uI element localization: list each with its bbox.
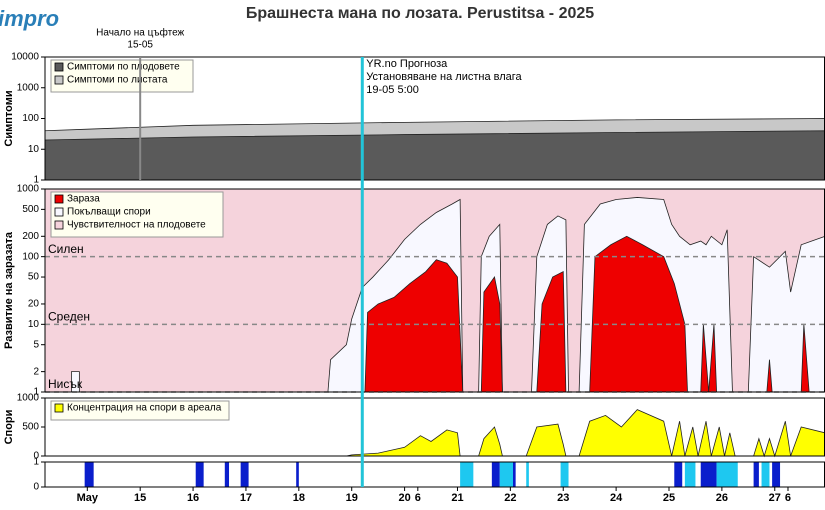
x-tick-label: 15 — [134, 492, 146, 504]
legend-label: Чувствителност на плодовете — [67, 220, 206, 231]
y-tick-label: 1 — [33, 175, 39, 186]
logo: impro — [0, 6, 59, 31]
y-tick-label: 1000 — [17, 184, 40, 195]
y-tick-label: 1000 — [17, 393, 40, 404]
y-axis-label: Симптоми — [3, 90, 15, 146]
x-tick-label: 18 — [293, 492, 305, 504]
x-tick-label: 6 — [785, 492, 791, 504]
legend-swatch — [54, 220, 64, 230]
legend-box — [50, 191, 224, 238]
wetness-bar — [674, 462, 683, 487]
annotation-text: Установяване на листна влага — [366, 71, 522, 83]
x-tick-label: 21 — [451, 492, 463, 504]
wetness-bar — [296, 462, 299, 487]
area-series — [44, 130, 825, 181]
x-tick-label: 22 — [504, 492, 516, 504]
y-tick-label: 10000 — [11, 52, 39, 63]
legend-swatch — [54, 62, 64, 72]
legend-label: Покълващи спори — [67, 207, 151, 218]
legend-label: Концентрация на спори в ареала — [67, 403, 222, 414]
wetness-bar — [772, 462, 781, 487]
legend-label: Зараза — [67, 194, 100, 205]
wetness-bar — [684, 462, 696, 487]
legend-swatch — [54, 194, 64, 204]
y-tick-label: 100 — [22, 251, 39, 262]
x-tick-label: 24 — [610, 492, 623, 504]
wetness-bar — [195, 462, 204, 487]
y-tick-label: 20 — [28, 299, 40, 310]
threshold-label: Силен — [48, 242, 84, 256]
x-tick-label: May — [77, 492, 99, 504]
x-tick-label: 20 — [398, 492, 410, 504]
threshold-label: Нисък — [48, 377, 83, 391]
y-tick-label: 1000 — [17, 82, 40, 93]
threshold-label: Среден — [48, 310, 90, 324]
annotation-text: 15-05 — [127, 40, 153, 51]
y-tick-label: 200 — [22, 231, 39, 242]
y-axis-label: Развитие на заразата — [3, 231, 15, 349]
legend-box — [50, 400, 230, 421]
x-tick-label: 27 — [769, 492, 781, 504]
annotation-text: 19-05 5:00 — [366, 84, 419, 96]
x-tick-label: 6 — [415, 492, 421, 504]
y-tick-label: 500 — [22, 422, 39, 433]
wetness-bar — [460, 462, 474, 487]
x-tick-label: 23 — [557, 492, 569, 504]
legend-box — [50, 59, 194, 93]
area-series — [45, 409, 825, 458]
wetness-bar — [700, 462, 717, 487]
y-tick-label: 100 — [22, 113, 39, 124]
wetness-bar — [240, 462, 249, 487]
y-tick-label: 1 — [33, 387, 39, 398]
x-tick-label: 26 — [716, 492, 728, 504]
y-tick-label: 10 — [28, 144, 40, 155]
wetness-bar — [753, 462, 759, 487]
y-axis-label: Спори — [3, 410, 15, 445]
x-tick-label: 25 — [663, 492, 675, 504]
y-tick-label: 10 — [28, 319, 40, 330]
wetness-bar — [84, 462, 94, 487]
wetness-bar — [491, 462, 500, 487]
y-tick-label: 50 — [28, 272, 40, 283]
wetness-bar — [716, 462, 738, 487]
chart-title: Брашнеста мана по лозата. Perustitsa - 2… — [246, 5, 594, 22]
wetness-bar — [560, 462, 569, 487]
legend-swatch — [54, 403, 64, 413]
legend-label: Симптоми по листата — [67, 75, 168, 86]
x-tick-label: 19 — [346, 492, 358, 504]
legend-label: Симптоми по плодовете — [67, 62, 180, 73]
y-tick-label: 5 — [33, 339, 39, 350]
y-tick-label: 500 — [22, 204, 39, 215]
y-tick-label: 2 — [33, 366, 39, 377]
annotation-text: Начало на цъфтеж — [96, 27, 184, 39]
wetness-bar — [499, 462, 513, 487]
annotation-text: YR.no Прогноза — [366, 58, 448, 70]
legend-swatch — [54, 75, 64, 85]
x-tick-label: 17 — [240, 492, 252, 504]
legend-swatch — [54, 207, 64, 217]
y-tick-label: 0 — [33, 451, 39, 462]
wetness-bar — [224, 462, 230, 487]
wetness-bar — [761, 462, 770, 487]
y-tick-label: 0 — [33, 482, 39, 493]
wetness-bar — [526, 462, 529, 487]
x-tick-label: 16 — [187, 492, 199, 504]
y-tick-label: 1 — [33, 457, 39, 468]
